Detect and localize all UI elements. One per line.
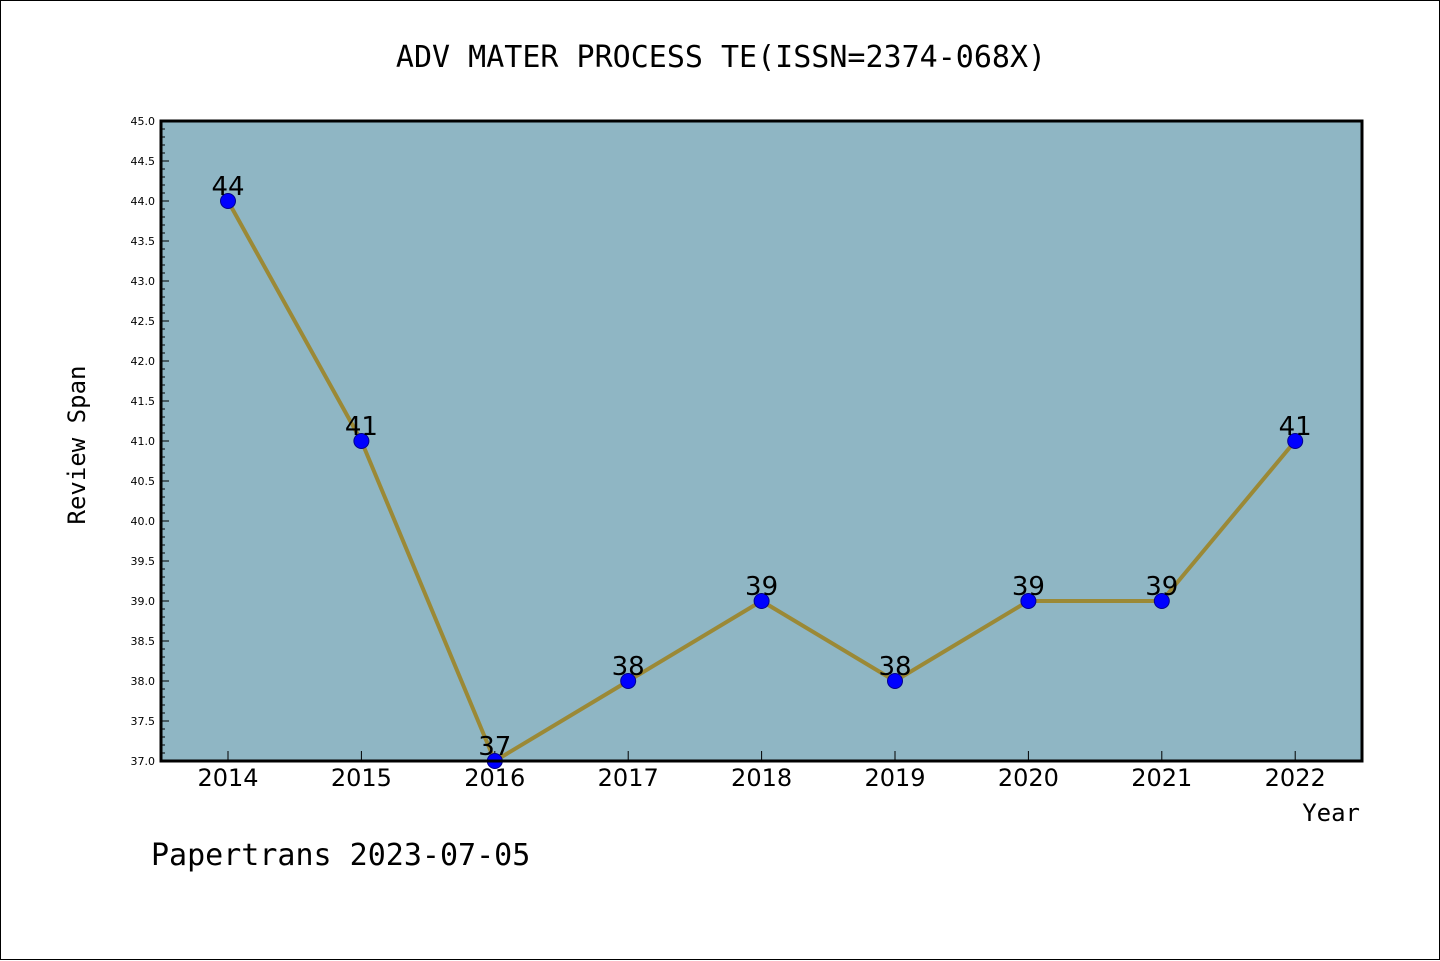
x-tick-label: 2019 (864, 764, 925, 792)
y-tick-label: 42.0 (131, 355, 156, 368)
y-tick-label: 43.0 (131, 275, 156, 288)
y-tick-label: 38.0 (131, 675, 156, 688)
data-label: 41 (1279, 412, 1312, 442)
y-tick-label: 40.0 (131, 515, 156, 528)
plot-border (159, 119, 1364, 763)
x-tick-label: 2018 (731, 764, 792, 792)
data-label: 39 (1012, 572, 1045, 602)
x-tick-label: 2015 (331, 764, 392, 792)
data-label: 38 (612, 652, 645, 682)
data-point (887, 673, 903, 689)
data-labels-group: 44 41 37 38 39 38 39 39 41 (211, 172, 1311, 762)
data-point (1153, 593, 1170, 609)
y-tick-label: 40.5 (131, 475, 156, 488)
y-tick-label: 45.0 (131, 115, 156, 128)
y-tick-label: 41.0 (131, 435, 156, 448)
data-label: 38 (878, 652, 911, 682)
y-tick-label: 44.5 (131, 155, 156, 168)
y-axis: 37.0 37.5 38.0 38.5 39.0 39.5 40.0 40.5 41.0 41.5… (131, 115, 169, 768)
y-tick-label: 43.5 (131, 235, 156, 248)
y-tick-label: 39.5 (131, 555, 156, 568)
x-tick-label: 2022 (1265, 764, 1326, 792)
data-point (1287, 433, 1304, 449)
data-point (620, 673, 637, 689)
data-label: 37 (478, 732, 511, 762)
data-label: 39 (1145, 572, 1178, 602)
x-tick-label: 2020 (998, 764, 1059, 792)
data-point (220, 193, 236, 209)
x-tick-label: 2017 (598, 764, 659, 792)
data-label: 44 (211, 172, 244, 202)
data-point (1020, 593, 1037, 609)
x-axis: 2014 2015 2016 2017 2018 2019 2020 2021 2022 (197, 751, 1326, 792)
x-tick-label: 2021 (1131, 764, 1192, 792)
x-axis-title: Year (1302, 799, 1360, 827)
data-point (753, 593, 770, 609)
y-tick-label: 44.0 (131, 195, 156, 208)
data-point (353, 433, 370, 449)
x-tick-label: 2014 (197, 764, 258, 792)
y-tick-label: 37.5 (131, 715, 156, 728)
data-label: 41 (345, 412, 378, 442)
y-tick-label: 42.5 (131, 315, 156, 328)
plot-area (161, 121, 1362, 761)
chart-title: ADV MATER PROCESS TE(ISSN=2374-068X) (396, 40, 1046, 75)
footer-text: Papertrans 2023-07-05 (151, 838, 530, 873)
data-label: 39 (745, 572, 778, 602)
y-tick-label: 38.5 (131, 635, 156, 648)
y-tick-label: 41.5 (131, 395, 156, 408)
y-tick-label: 37.0 (131, 755, 156, 768)
y-tick-label: 39.0 (131, 595, 156, 608)
y-axis-title: Review Span (63, 366, 91, 525)
